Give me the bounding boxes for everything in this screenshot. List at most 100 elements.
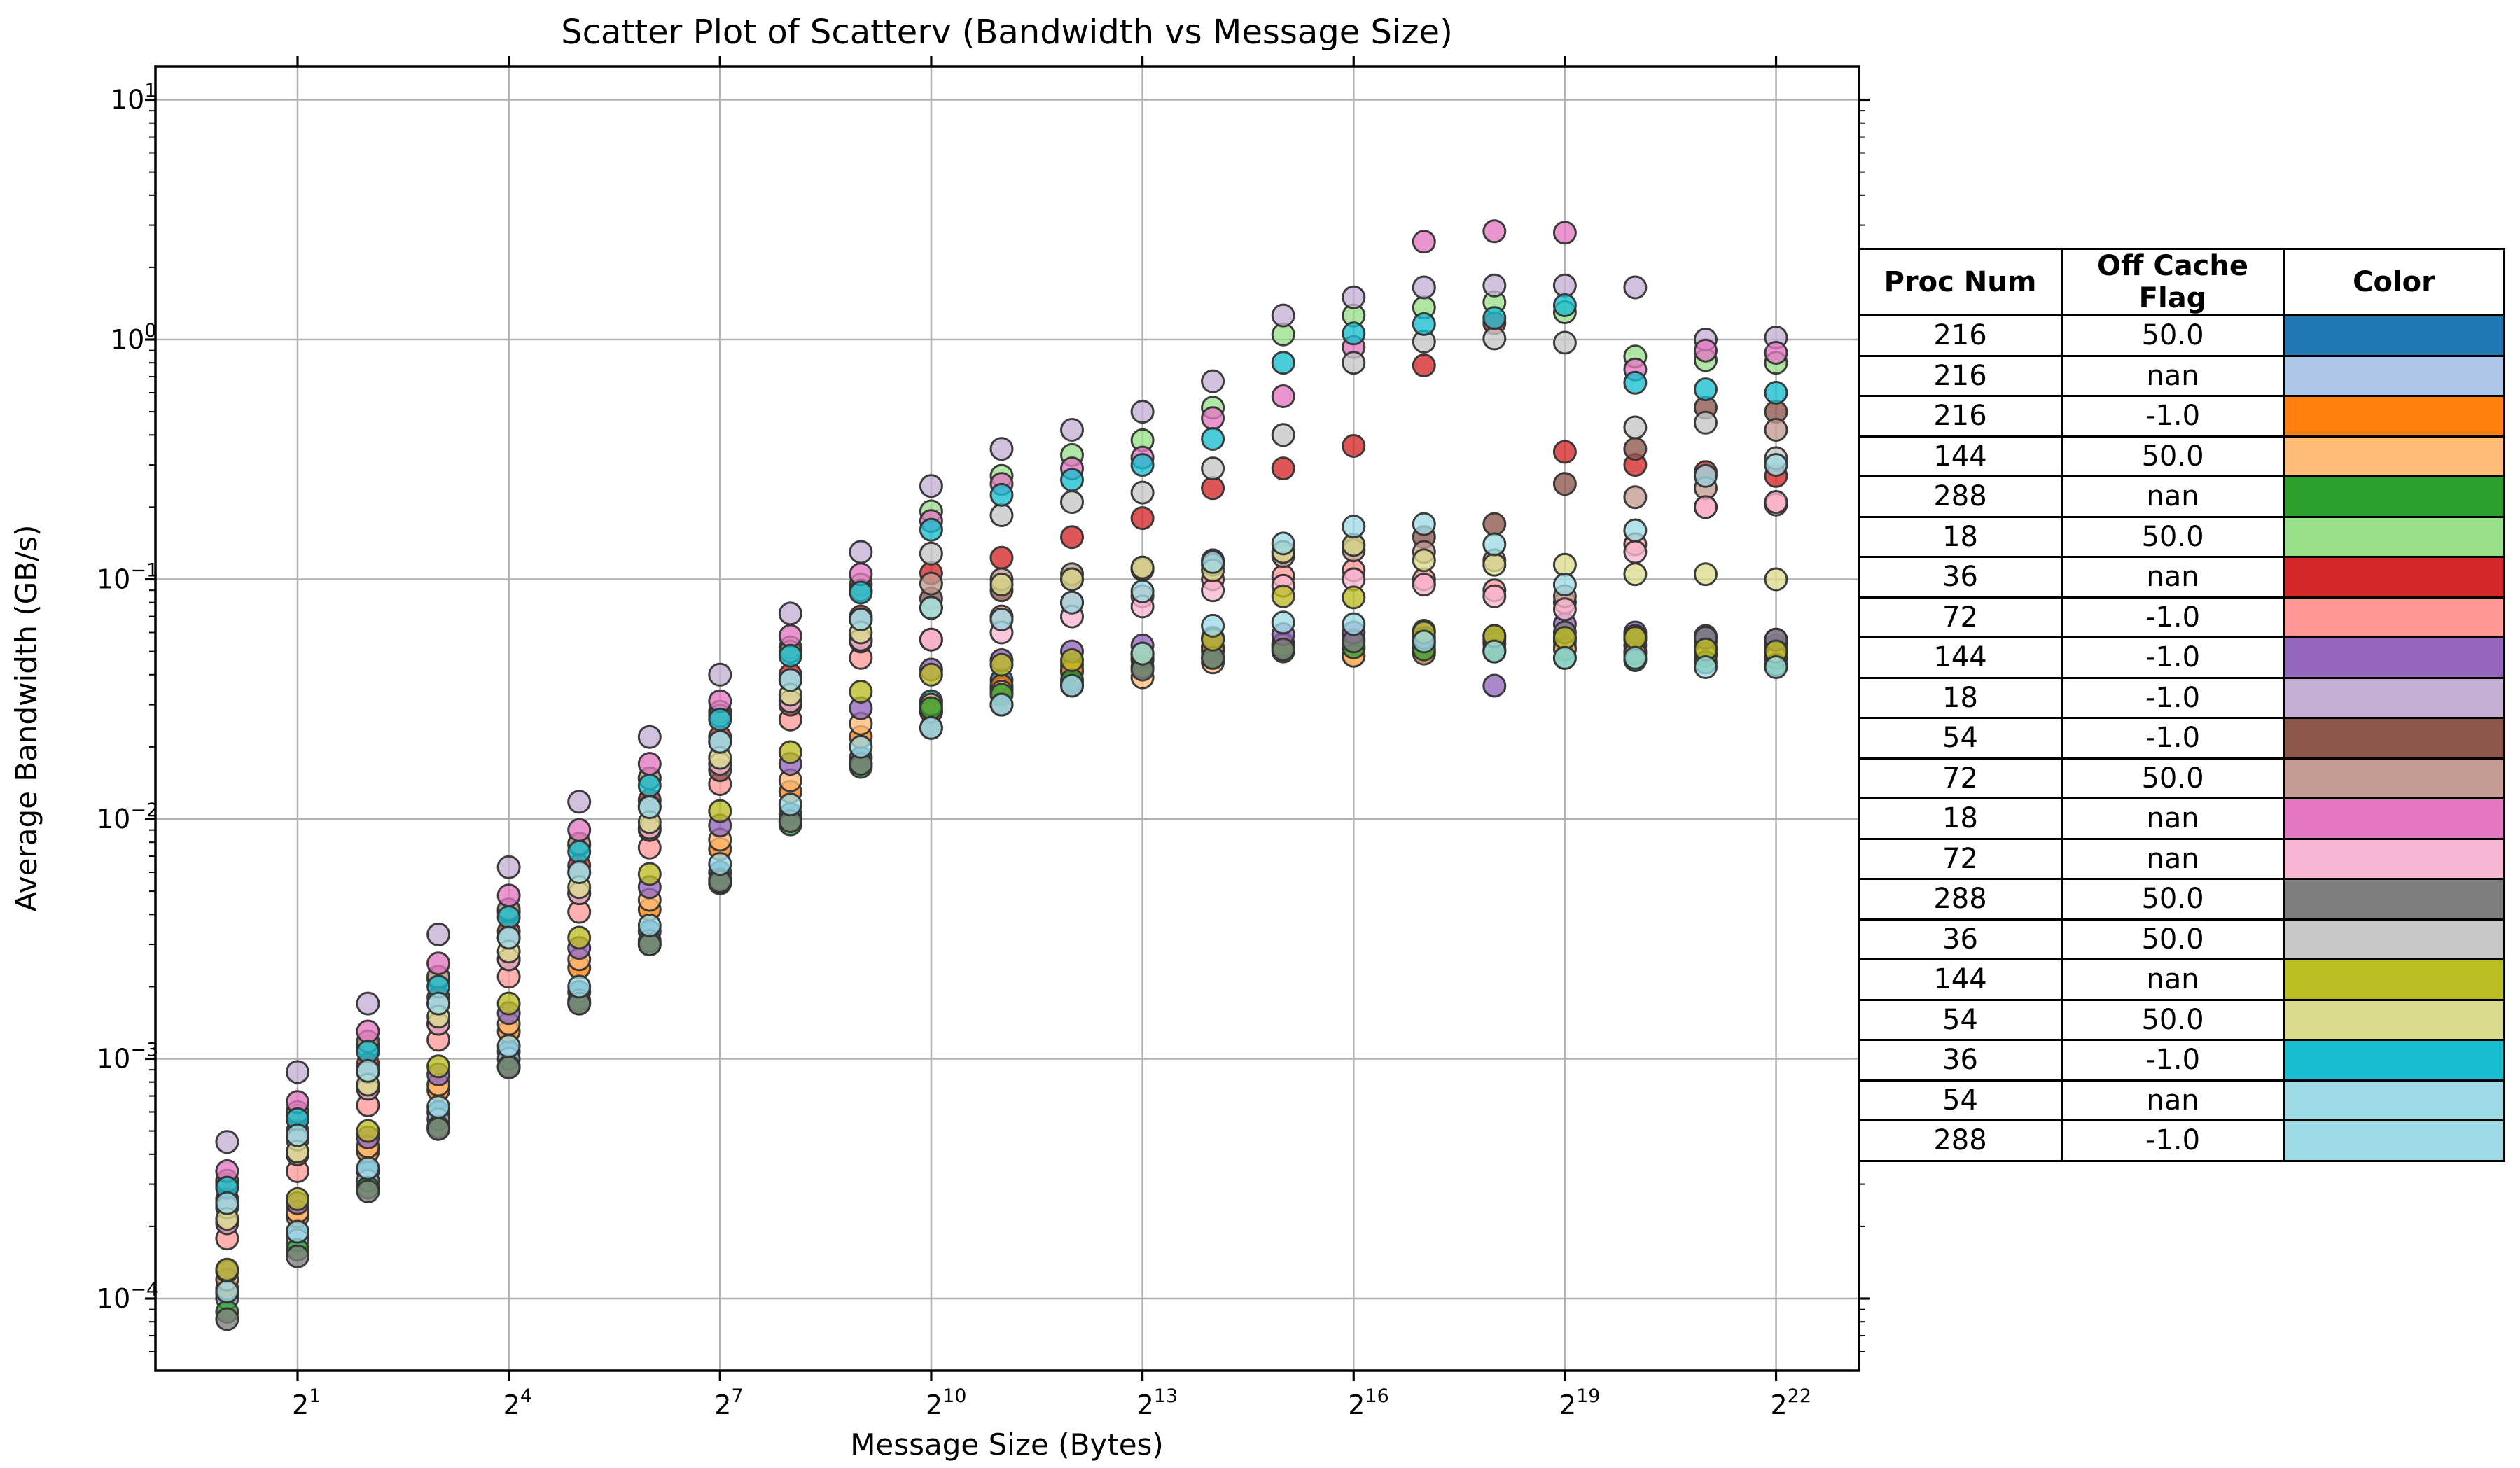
data-point bbox=[637, 752, 662, 776]
series-54-nan bbox=[215, 453, 1788, 1215]
data-point bbox=[1271, 423, 1295, 447]
data-point bbox=[1060, 673, 1084, 698]
data-point bbox=[496, 905, 521, 930]
tick-label: 24 bbox=[503, 1385, 532, 1420]
data-point bbox=[637, 862, 662, 886]
data-point bbox=[215, 1191, 239, 1215]
data-point bbox=[1201, 427, 1225, 451]
data-point bbox=[1271, 637, 1295, 662]
legend-row: 144 50.0 bbox=[1858, 435, 2505, 477]
data-point bbox=[778, 601, 802, 626]
data-point bbox=[1412, 312, 1436, 336]
off-cache-flag-cell: 50.0 bbox=[2061, 515, 2285, 558]
data-point bbox=[567, 925, 592, 950]
data-point bbox=[1482, 273, 1507, 298]
legend-row: 72 -1.0 bbox=[1858, 596, 2505, 638]
data-point bbox=[1130, 641, 1155, 666]
data-point bbox=[1412, 354, 1436, 377]
data-point bbox=[1342, 585, 1366, 610]
color-swatch-cell bbox=[2283, 475, 2505, 518]
data-point bbox=[286, 1123, 309, 1147]
data-point bbox=[1694, 377, 1718, 402]
data-point bbox=[1623, 626, 1648, 650]
data-point bbox=[1764, 567, 1788, 592]
proc-num-cell: 144 bbox=[1858, 435, 2063, 477]
data-point bbox=[778, 792, 802, 817]
data-point bbox=[1271, 610, 1295, 635]
data-point bbox=[1552, 626, 1577, 650]
tick-label: 10−4 bbox=[97, 1279, 158, 1314]
data-point bbox=[215, 1279, 239, 1303]
data-point bbox=[1130, 453, 1155, 477]
legend-table: Proc Num Off Cache Flag Color 216 50.0 216 na… bbox=[1858, 248, 2505, 1162]
off-cache-flag-cell: 50.0 bbox=[2061, 878, 2285, 921]
data-point bbox=[496, 855, 521, 879]
legend-row: 288 50.0 bbox=[1858, 878, 2505, 921]
data-point bbox=[849, 607, 873, 631]
data-point bbox=[1764, 655, 1788, 679]
data-point bbox=[1201, 578, 1225, 603]
data-point bbox=[1552, 273, 1577, 298]
data-point bbox=[1342, 515, 1366, 539]
data-point bbox=[1130, 400, 1155, 424]
data-point bbox=[496, 1034, 521, 1058]
tick-label: 216 bbox=[1348, 1385, 1389, 1420]
proc-num-cell: 18 bbox=[1858, 515, 2063, 558]
proc-num-cell: 18 bbox=[1858, 797, 2063, 840]
proc-num-cell: 72 bbox=[1858, 596, 2063, 638]
data-point bbox=[1201, 456, 1225, 481]
data-point bbox=[1552, 293, 1577, 317]
color-swatch-cell bbox=[2283, 1039, 2505, 1082]
legend-row: 18 nan bbox=[1858, 797, 2505, 840]
data-point bbox=[989, 692, 1014, 717]
data-point bbox=[919, 571, 943, 596]
data-point bbox=[1552, 597, 1577, 622]
data-point bbox=[1271, 303, 1295, 328]
color-swatch-cell bbox=[2283, 958, 2505, 1001]
data-point bbox=[1412, 275, 1436, 300]
data-point bbox=[567, 839, 592, 864]
off-cache-flag-cell: 50.0 bbox=[2061, 757, 2285, 799]
tick-label: 10−1 bbox=[97, 560, 158, 595]
proc-num-cell: 216 bbox=[1858, 314, 2063, 357]
tick-label: 10−3 bbox=[97, 1040, 158, 1075]
series-144-nan bbox=[215, 584, 1788, 1282]
legend-row: 18 -1.0 bbox=[1858, 676, 2505, 719]
data-point bbox=[1694, 562, 1718, 587]
proc-num-cell: 54 bbox=[1858, 998, 2063, 1041]
series-36--1.0 bbox=[215, 293, 1788, 1200]
data-point bbox=[1412, 512, 1436, 536]
series-288--1.0 bbox=[215, 610, 1788, 1303]
data-point bbox=[1060, 418, 1084, 442]
off-cache-flag-cell: -1.0 bbox=[2061, 596, 2285, 638]
data-point bbox=[1271, 384, 1295, 408]
tick-label: 213 bbox=[1137, 1385, 1178, 1420]
data-point bbox=[496, 925, 521, 950]
legend-row: 216 50.0 bbox=[1858, 314, 2505, 357]
off-cache-flag-cell: 50.0 bbox=[2061, 435, 2285, 477]
data-point bbox=[919, 541, 943, 566]
data-point bbox=[215, 1307, 239, 1331]
legend-row: 72 50.0 bbox=[1858, 757, 2505, 799]
data-point bbox=[567, 860, 592, 884]
color-swatch-cell bbox=[2283, 395, 2505, 438]
data-point bbox=[989, 482, 1014, 507]
chart-title: Scatter Plot of Scatterv (Bandwidth vs M… bbox=[561, 13, 1453, 52]
data-point bbox=[989, 573, 1014, 597]
data-point bbox=[1342, 285, 1366, 309]
tick-label: 21 bbox=[292, 1385, 321, 1420]
data-point bbox=[496, 1055, 521, 1079]
legend-row: 36 50.0 bbox=[1858, 918, 2505, 960]
data-point bbox=[1552, 472, 1577, 496]
data-point bbox=[1201, 406, 1225, 431]
data-point bbox=[1130, 555, 1155, 580]
data-point bbox=[1764, 490, 1788, 515]
data-point bbox=[637, 914, 662, 937]
tick-label: 219 bbox=[1559, 1385, 1601, 1420]
data-point bbox=[567, 974, 592, 999]
data-point bbox=[989, 545, 1014, 570]
data-point bbox=[989, 503, 1014, 527]
data-point bbox=[1482, 584, 1507, 608]
proc-num-cell: 288 bbox=[1858, 878, 2063, 921]
